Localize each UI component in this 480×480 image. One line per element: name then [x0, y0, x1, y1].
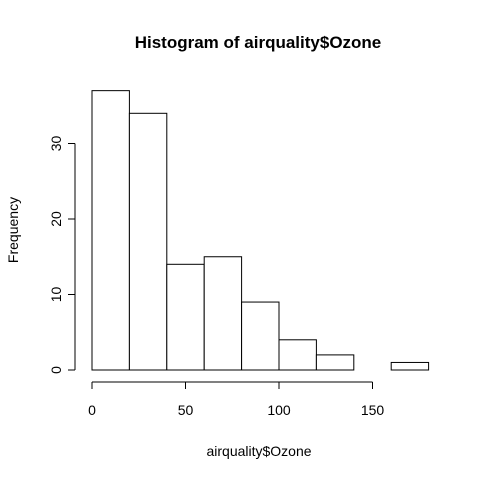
- y-tick-label-3: 30: [48, 136, 64, 152]
- y-tick-label-1: 10: [48, 287, 64, 303]
- y-tick-label-0: 0: [48, 366, 64, 374]
- histogram-bar-0: [91, 90, 130, 371]
- y-axis-label: Frequency: [5, 197, 21, 263]
- x-tick-label-3: 150: [361, 402, 385, 418]
- histogram-bar-4: [241, 301, 280, 371]
- chart-title: Histogram of airquality$Ozone: [135, 33, 382, 52]
- histogram-bar-5: [278, 339, 317, 371]
- x-tick-label-0: 0: [88, 402, 96, 418]
- histogram-bar-6: [315, 354, 355, 371]
- bars-group: [91, 90, 430, 371]
- histogram-bar-3: [203, 256, 243, 371]
- histogram-bar-1: [128, 112, 168, 371]
- x-tick-label-1: 50: [178, 402, 194, 418]
- x-tick-label-2: 100: [267, 402, 291, 418]
- y-tick-label-2: 20: [48, 211, 64, 227]
- y-axis: 0 10 20 30: [48, 136, 76, 374]
- histogram-bar-8: [390, 361, 430, 371]
- histogram-bar-2: [166, 263, 205, 371]
- x-axis-label: airquality$Ozone: [206, 443, 311, 459]
- x-axis: 0 50 100 150: [88, 381, 385, 418]
